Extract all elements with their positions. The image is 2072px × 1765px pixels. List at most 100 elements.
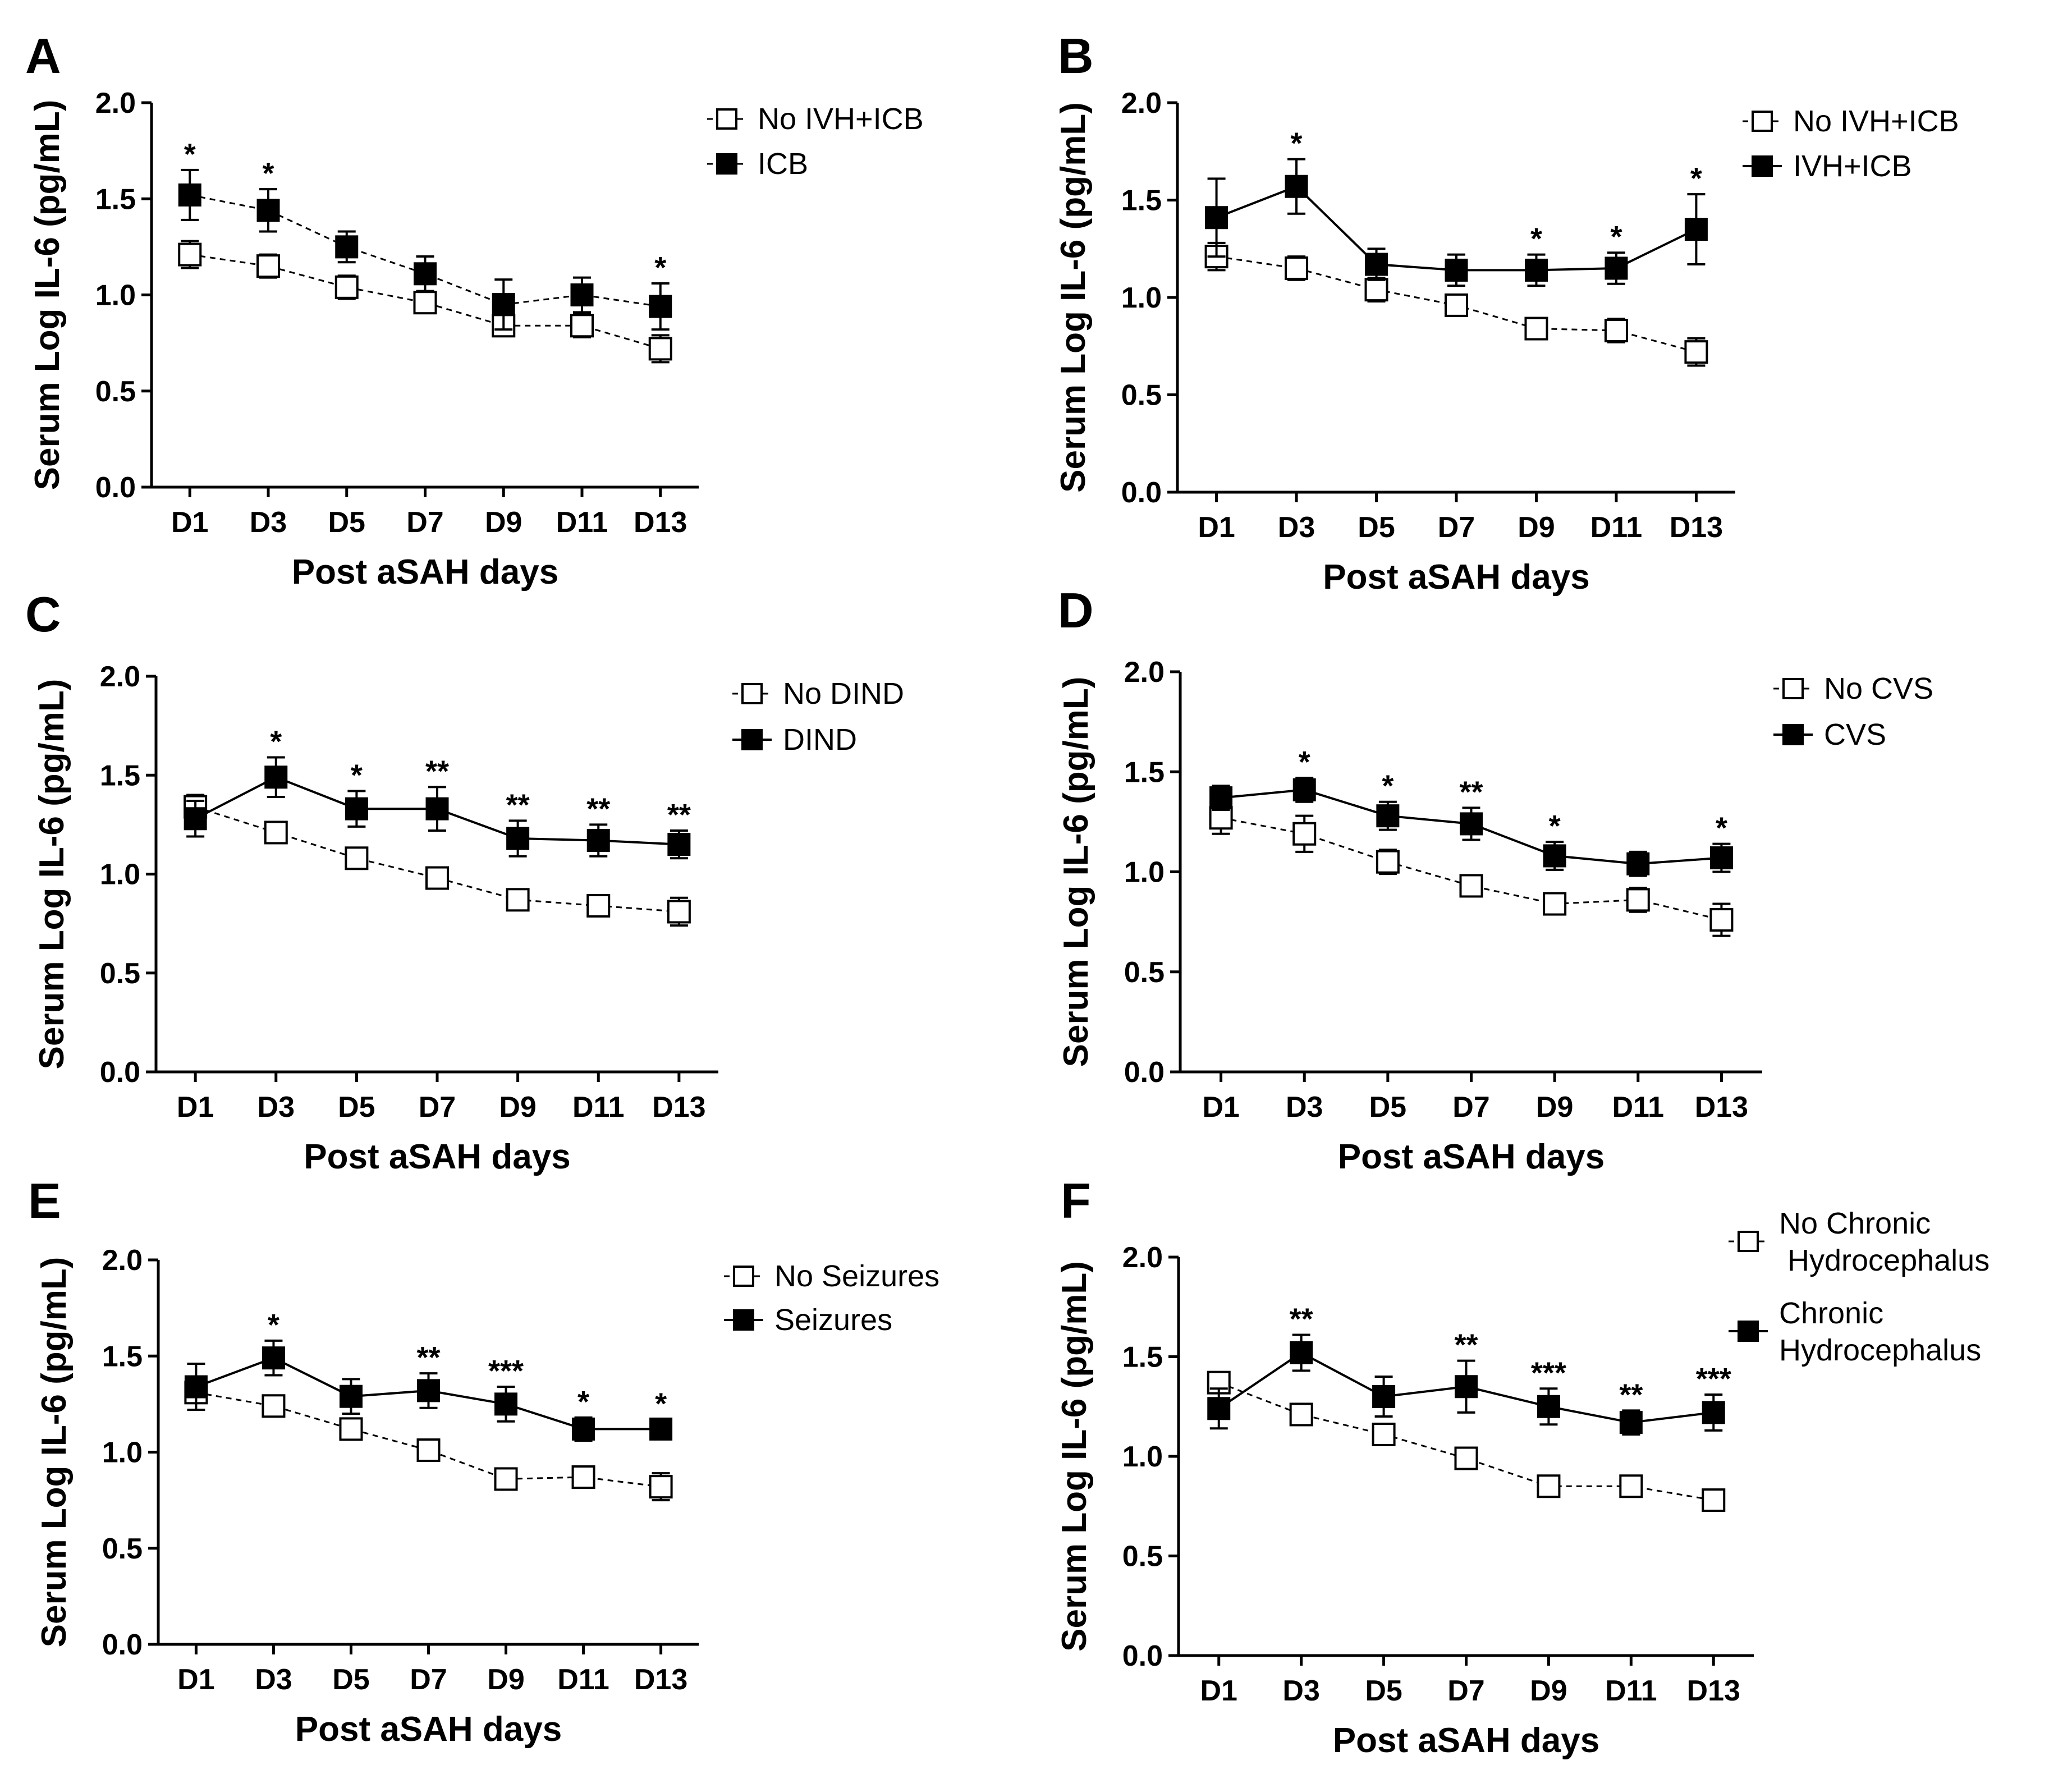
data-point	[262, 1346, 285, 1370]
data-point	[1372, 1385, 1396, 1408]
legend-marker	[741, 729, 763, 750]
data-point	[1445, 293, 1468, 317]
x-tick-label: D13	[1670, 511, 1723, 544]
data-point	[1459, 874, 1483, 898]
data-point	[178, 242, 202, 267]
legend: No IVH+ICB ICB	[707, 102, 924, 181]
x-axis-title: Post aSAH days	[295, 1710, 562, 1749]
x-axis-title: Post aSAH days	[1338, 1138, 1605, 1176]
y-tick-label: 1.0	[1122, 1441, 1163, 1473]
data-point	[1207, 1397, 1231, 1420]
significance-marker: *	[577, 1385, 589, 1419]
x-tick-label: D5	[1365, 1675, 1402, 1707]
significance-marker: *	[262, 157, 274, 190]
legend-label-line: No Seizures	[774, 1259, 939, 1293]
significance-marker: *	[1610, 220, 1622, 254]
data-point	[1209, 786, 1233, 810]
data-point	[1455, 1375, 1478, 1399]
significance-marker: **	[1290, 1302, 1313, 1336]
legend: No DIND DIND	[732, 677, 904, 757]
x-tick-label: D7	[1452, 1091, 1489, 1124]
y-tick-label: 2.0	[100, 661, 140, 693]
data-point	[425, 797, 449, 820]
x-tick-label: D13	[634, 1663, 687, 1696]
data-point	[586, 829, 610, 852]
x-tick-label: D7	[1447, 1675, 1484, 1707]
data-point	[339, 1417, 363, 1441]
y-tick-label: 0.0	[102, 1629, 143, 1661]
significance-marker: **	[425, 754, 449, 788]
data-point	[649, 1475, 673, 1499]
x-tick-label: D1	[1200, 1675, 1237, 1707]
legend-marker	[716, 108, 737, 130]
panel-c: C 0.0 0.5 1.0 1.5 2.0 D1 D3 D5 D7 D9 D11 D13 Post aSA…	[25, 586, 904, 1176]
y-tick-label: 0.5	[1121, 379, 1162, 412]
x-tick-label: D5	[328, 506, 365, 539]
data-point	[256, 254, 280, 278]
data-point	[334, 275, 359, 299]
x-tick-label: D7	[419, 1091, 456, 1124]
x-tick-label: D3	[1286, 1091, 1323, 1124]
x-tick-label: D13	[1687, 1675, 1740, 1707]
y-tick-label: 0.5	[100, 957, 140, 990]
data-point	[572, 1417, 595, 1441]
x-tick-label: D5	[332, 1663, 369, 1696]
significance-marker: ***	[1531, 1356, 1566, 1390]
x-tick-label: D7	[410, 1663, 447, 1696]
data-point	[571, 1465, 595, 1489]
panel-letter: F	[1061, 1173, 1091, 1228]
data-point	[1445, 258, 1468, 282]
legend-label: No IVH+ICB	[758, 102, 924, 136]
data-point	[1684, 340, 1708, 364]
legend-label: CVS	[1824, 718, 1886, 751]
data-point	[417, 1379, 440, 1402]
y-tick-label: 1.5	[1122, 1341, 1163, 1374]
data-point	[1709, 846, 1733, 870]
series-case	[1209, 776, 1733, 877]
legend-marker	[1782, 724, 1804, 745]
data-point	[1364, 278, 1388, 302]
significance-marker: *	[1291, 127, 1303, 161]
legend-label: No IVH+ICB	[1793, 104, 1959, 138]
significance-marker: *	[268, 1308, 279, 1342]
data-point	[1376, 804, 1400, 828]
significance-marker: *	[184, 137, 196, 171]
y-tick-label: 1.0	[95, 279, 136, 312]
legend: No CVS CVS	[1773, 672, 1933, 751]
significance-marker: *	[1549, 809, 1561, 843]
x-tick-label: D11	[557, 1663, 609, 1696]
data-point	[1702, 1488, 1726, 1512]
data-point	[416, 1438, 441, 1463]
legend-label: Seizures	[774, 1303, 892, 1337]
y-tick-label: 0.5	[95, 375, 136, 408]
series-case	[178, 168, 672, 331]
significance-marker: *	[1716, 812, 1727, 845]
y-tick-label: 1.5	[1121, 185, 1162, 217]
y-axis-title: Serum Log IL-6 (pg/mL)	[1055, 1261, 1094, 1652]
data-point	[649, 1417, 673, 1441]
y-tick-label: 1.5	[100, 759, 140, 792]
legend-marker	[741, 683, 763, 704]
data-point	[1543, 892, 1567, 916]
legend-label-line: CVS	[1824, 718, 1886, 751]
legend-label: DIND	[783, 723, 857, 757]
data-point	[1619, 1474, 1643, 1498]
y-axis-title: Serum Log IL-6 (pg/mL)	[33, 679, 71, 1070]
x-tick-label: D1	[1198, 511, 1235, 544]
y-tick-label: 0.5	[1122, 1541, 1163, 1573]
data-point	[1626, 852, 1650, 875]
legend-marker	[716, 153, 737, 175]
data-point	[1537, 1395, 1560, 1418]
significance-marker: ***	[488, 1354, 524, 1388]
series-case	[1207, 1333, 1725, 1436]
data-point	[667, 833, 691, 856]
y-tick-label: 2.0	[1121, 87, 1162, 120]
data-point	[178, 183, 201, 207]
panel-a: A 0.0 0.5 1.0 1.5 2.0 D1 D3 D5 D7 D9 D11 D13 Post aSA…	[25, 28, 924, 592]
legend-label-line: No DIND	[783, 677, 904, 710]
legend-label-line: No IVH+ICB	[758, 102, 924, 136]
significance-marker: **	[1619, 1378, 1643, 1411]
significance-marker: ***	[1696, 1362, 1731, 1396]
y-tick-label: 1.5	[95, 183, 136, 216]
